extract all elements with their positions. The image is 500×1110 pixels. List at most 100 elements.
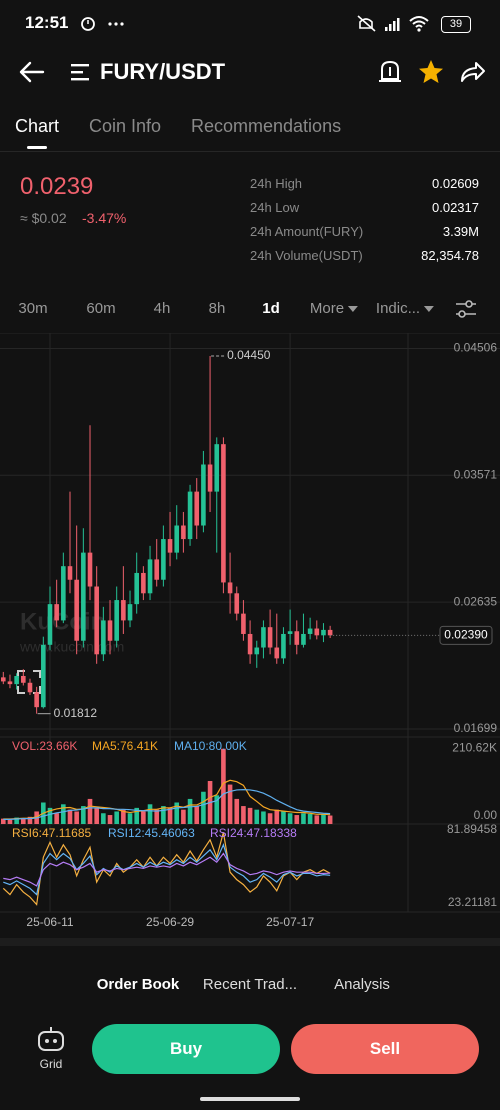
candle-body (41, 644, 46, 708)
y-tick-label: 0.00 (474, 808, 498, 822)
volume-bar (281, 811, 286, 824)
grid-label[interactable]: Grid (39, 1057, 63, 1071)
legend-entry: RSI6:47.11685 (12, 826, 91, 840)
volume-bar (327, 815, 333, 824)
volume-bar (214, 795, 220, 824)
y-tick-label: 0.02635 (454, 594, 498, 608)
y-tick-label: 0.03571 (454, 467, 498, 481)
candle-body (281, 633, 286, 659)
volume-bar (221, 748, 226, 824)
volume-bar (167, 807, 173, 824)
candle-body (27, 682, 33, 693)
indicator-line (3, 852, 331, 887)
volume-bar (194, 806, 200, 824)
x-tick-label: 25-06-11 (26, 915, 73, 929)
chart-settings[interactable] (454, 298, 478, 320)
fiat-price: ≈ $0.02 (20, 210, 67, 226)
dropdown-caret[interactable] (348, 306, 359, 312)
candle-body (287, 631, 293, 634)
candle-body (207, 464, 213, 492)
interval-tab[interactable]: Indic... (376, 300, 435, 317)
volume-bar (314, 815, 320, 824)
dropdown-caret[interactable] (424, 306, 435, 312)
tab-recommendations[interactable]: Recommendations (191, 116, 342, 136)
interval-tab[interactable]: 60m (86, 300, 116, 317)
volume-bar (274, 809, 280, 824)
candle-body (74, 579, 79, 641)
stat-label: 24h Volume(USDT) (250, 248, 363, 263)
interval-tab[interactable]: 30m (18, 300, 48, 317)
candle-body (1, 677, 6, 682)
candle-body (307, 628, 313, 634)
volume-bar (161, 806, 166, 824)
volume-bar (267, 813, 273, 824)
candle-body (87, 552, 93, 587)
tab-coin-info[interactable]: Coin Info (89, 116, 162, 136)
x-tick-label: 25-07-17 (266, 915, 314, 929)
candle-body (61, 566, 66, 621)
interval-tab[interactable]: More (310, 300, 359, 317)
pair-title: FURY/USDT (100, 59, 226, 84)
candle-body (21, 675, 26, 683)
interval-tab[interactable]: 4h (153, 300, 171, 317)
stat-value: 82,354.78 (421, 248, 479, 263)
divider (0, 151, 500, 152)
candle-body (194, 491, 200, 526)
watermark-url: www.kucoin.com (19, 639, 124, 655)
clock: 12:51 (25, 13, 69, 32)
volume-bar (121, 809, 126, 824)
candle-body (314, 628, 320, 636)
buy-button[interactable]: Buy (92, 1024, 280, 1074)
candle-body (127, 604, 133, 621)
stat-value: 0.02317 (432, 200, 479, 215)
volume-bar (227, 784, 233, 824)
sell-button[interactable]: Sell (291, 1024, 479, 1074)
candle-body (181, 525, 186, 540)
volume-bar (87, 798, 93, 824)
candle-body (221, 444, 226, 583)
tab-chart[interactable]: Chart (15, 116, 60, 136)
candle-body (174, 525, 180, 553)
interval-tab[interactable]: 1d (262, 300, 280, 317)
y-tick-label: 23.21181 (448, 895, 497, 909)
volume-bar (114, 811, 119, 824)
candle-body (34, 692, 39, 708)
volume-bar (247, 807, 253, 824)
legend-entry: RSI24:47.18338 (210, 826, 297, 840)
volume-bar (101, 813, 106, 824)
header-icons[interactable] (18, 58, 98, 86)
volume-bar (321, 813, 326, 824)
candle-body (274, 647, 280, 659)
volume-bar (201, 791, 206, 824)
candle-body (107, 620, 113, 641)
candle-body (81, 552, 86, 641)
volume-bar (254, 809, 260, 824)
indicator-line (3, 843, 331, 896)
header-actions[interactable] (376, 57, 488, 87)
candle-body (7, 681, 13, 685)
expand-icon[interactable] (17, 670, 41, 694)
x-tick-label: 25-06-29 (146, 915, 194, 929)
tab-analysis[interactable]: Analysis (334, 976, 390, 993)
stat-value: 0.02609 (432, 176, 479, 191)
y-tick-label: 81.89458 (447, 822, 497, 836)
kline-chart: KuCoin www.kucoin.com 25-06-11 25-06-29 25… (0, 333, 500, 929)
volume-bar (147, 804, 153, 824)
volume-bar (74, 811, 79, 824)
candle-body (47, 604, 53, 645)
candle-body (147, 559, 153, 594)
tab-recent-trades[interactable]: Recent Trad... (202, 976, 298, 993)
battery: 39 (441, 16, 471, 33)
candle-body (134, 572, 139, 605)
candle-body (321, 629, 326, 636)
grid-icon[interactable] (35, 1026, 67, 1054)
volume-bar (94, 807, 99, 824)
legend-entry: MA5:76.41K (92, 739, 158, 753)
volume-bar (27, 816, 33, 824)
tab-order-book[interactable]: Order Book (96, 976, 180, 993)
candle-body (141, 572, 146, 594)
volume-bar (174, 802, 180, 824)
last-price-box (439, 625, 493, 645)
volume-bar (307, 813, 313, 824)
interval-tab[interactable]: 8h (208, 300, 226, 317)
